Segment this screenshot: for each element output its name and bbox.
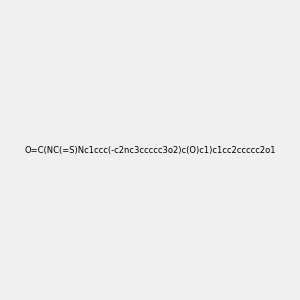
Text: O=C(NC(=S)Nc1ccc(-c2nc3ccccc3o2)c(O)c1)c1cc2ccccc2o1: O=C(NC(=S)Nc1ccc(-c2nc3ccccc3o2)c(O)c1)c… — [24, 146, 276, 154]
